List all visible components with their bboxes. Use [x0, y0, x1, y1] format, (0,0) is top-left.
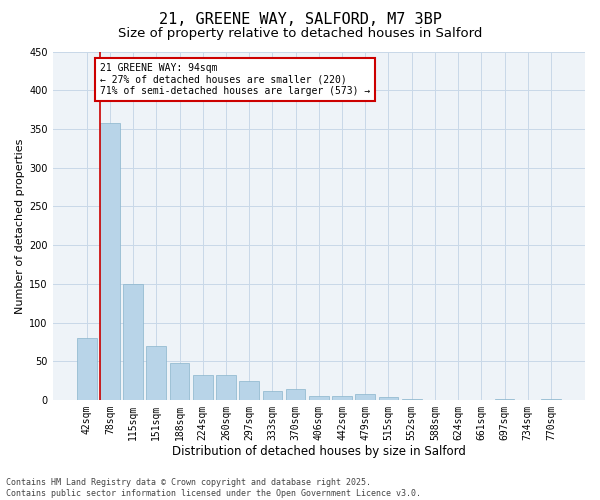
Bar: [216, 374, 236, 400]
Bar: [263, 391, 282, 400]
Bar: [541, 398, 561, 400]
Y-axis label: Number of detached properties: Number of detached properties: [15, 138, 25, 314]
Text: 21, GREENE WAY, SALFORD, M7 3BP: 21, GREENE WAY, SALFORD, M7 3BP: [158, 12, 442, 28]
Bar: [193, 374, 212, 400]
Text: 21 GREENE WAY: 94sqm
← 27% of detached houses are smaller (220)
71% of semi-deta: 21 GREENE WAY: 94sqm ← 27% of detached h…: [100, 63, 370, 96]
Text: Size of property relative to detached houses in Salford: Size of property relative to detached ho…: [118, 28, 482, 40]
Bar: [355, 394, 375, 400]
Bar: [239, 381, 259, 400]
Bar: [146, 346, 166, 400]
Bar: [170, 363, 190, 400]
Bar: [123, 284, 143, 400]
Bar: [379, 397, 398, 400]
Bar: [286, 388, 305, 400]
Bar: [100, 123, 120, 400]
Bar: [77, 338, 97, 400]
Bar: [332, 396, 352, 400]
X-axis label: Distribution of detached houses by size in Salford: Distribution of detached houses by size …: [172, 444, 466, 458]
Text: Contains HM Land Registry data © Crown copyright and database right 2025.
Contai: Contains HM Land Registry data © Crown c…: [6, 478, 421, 498]
Bar: [309, 396, 329, 400]
